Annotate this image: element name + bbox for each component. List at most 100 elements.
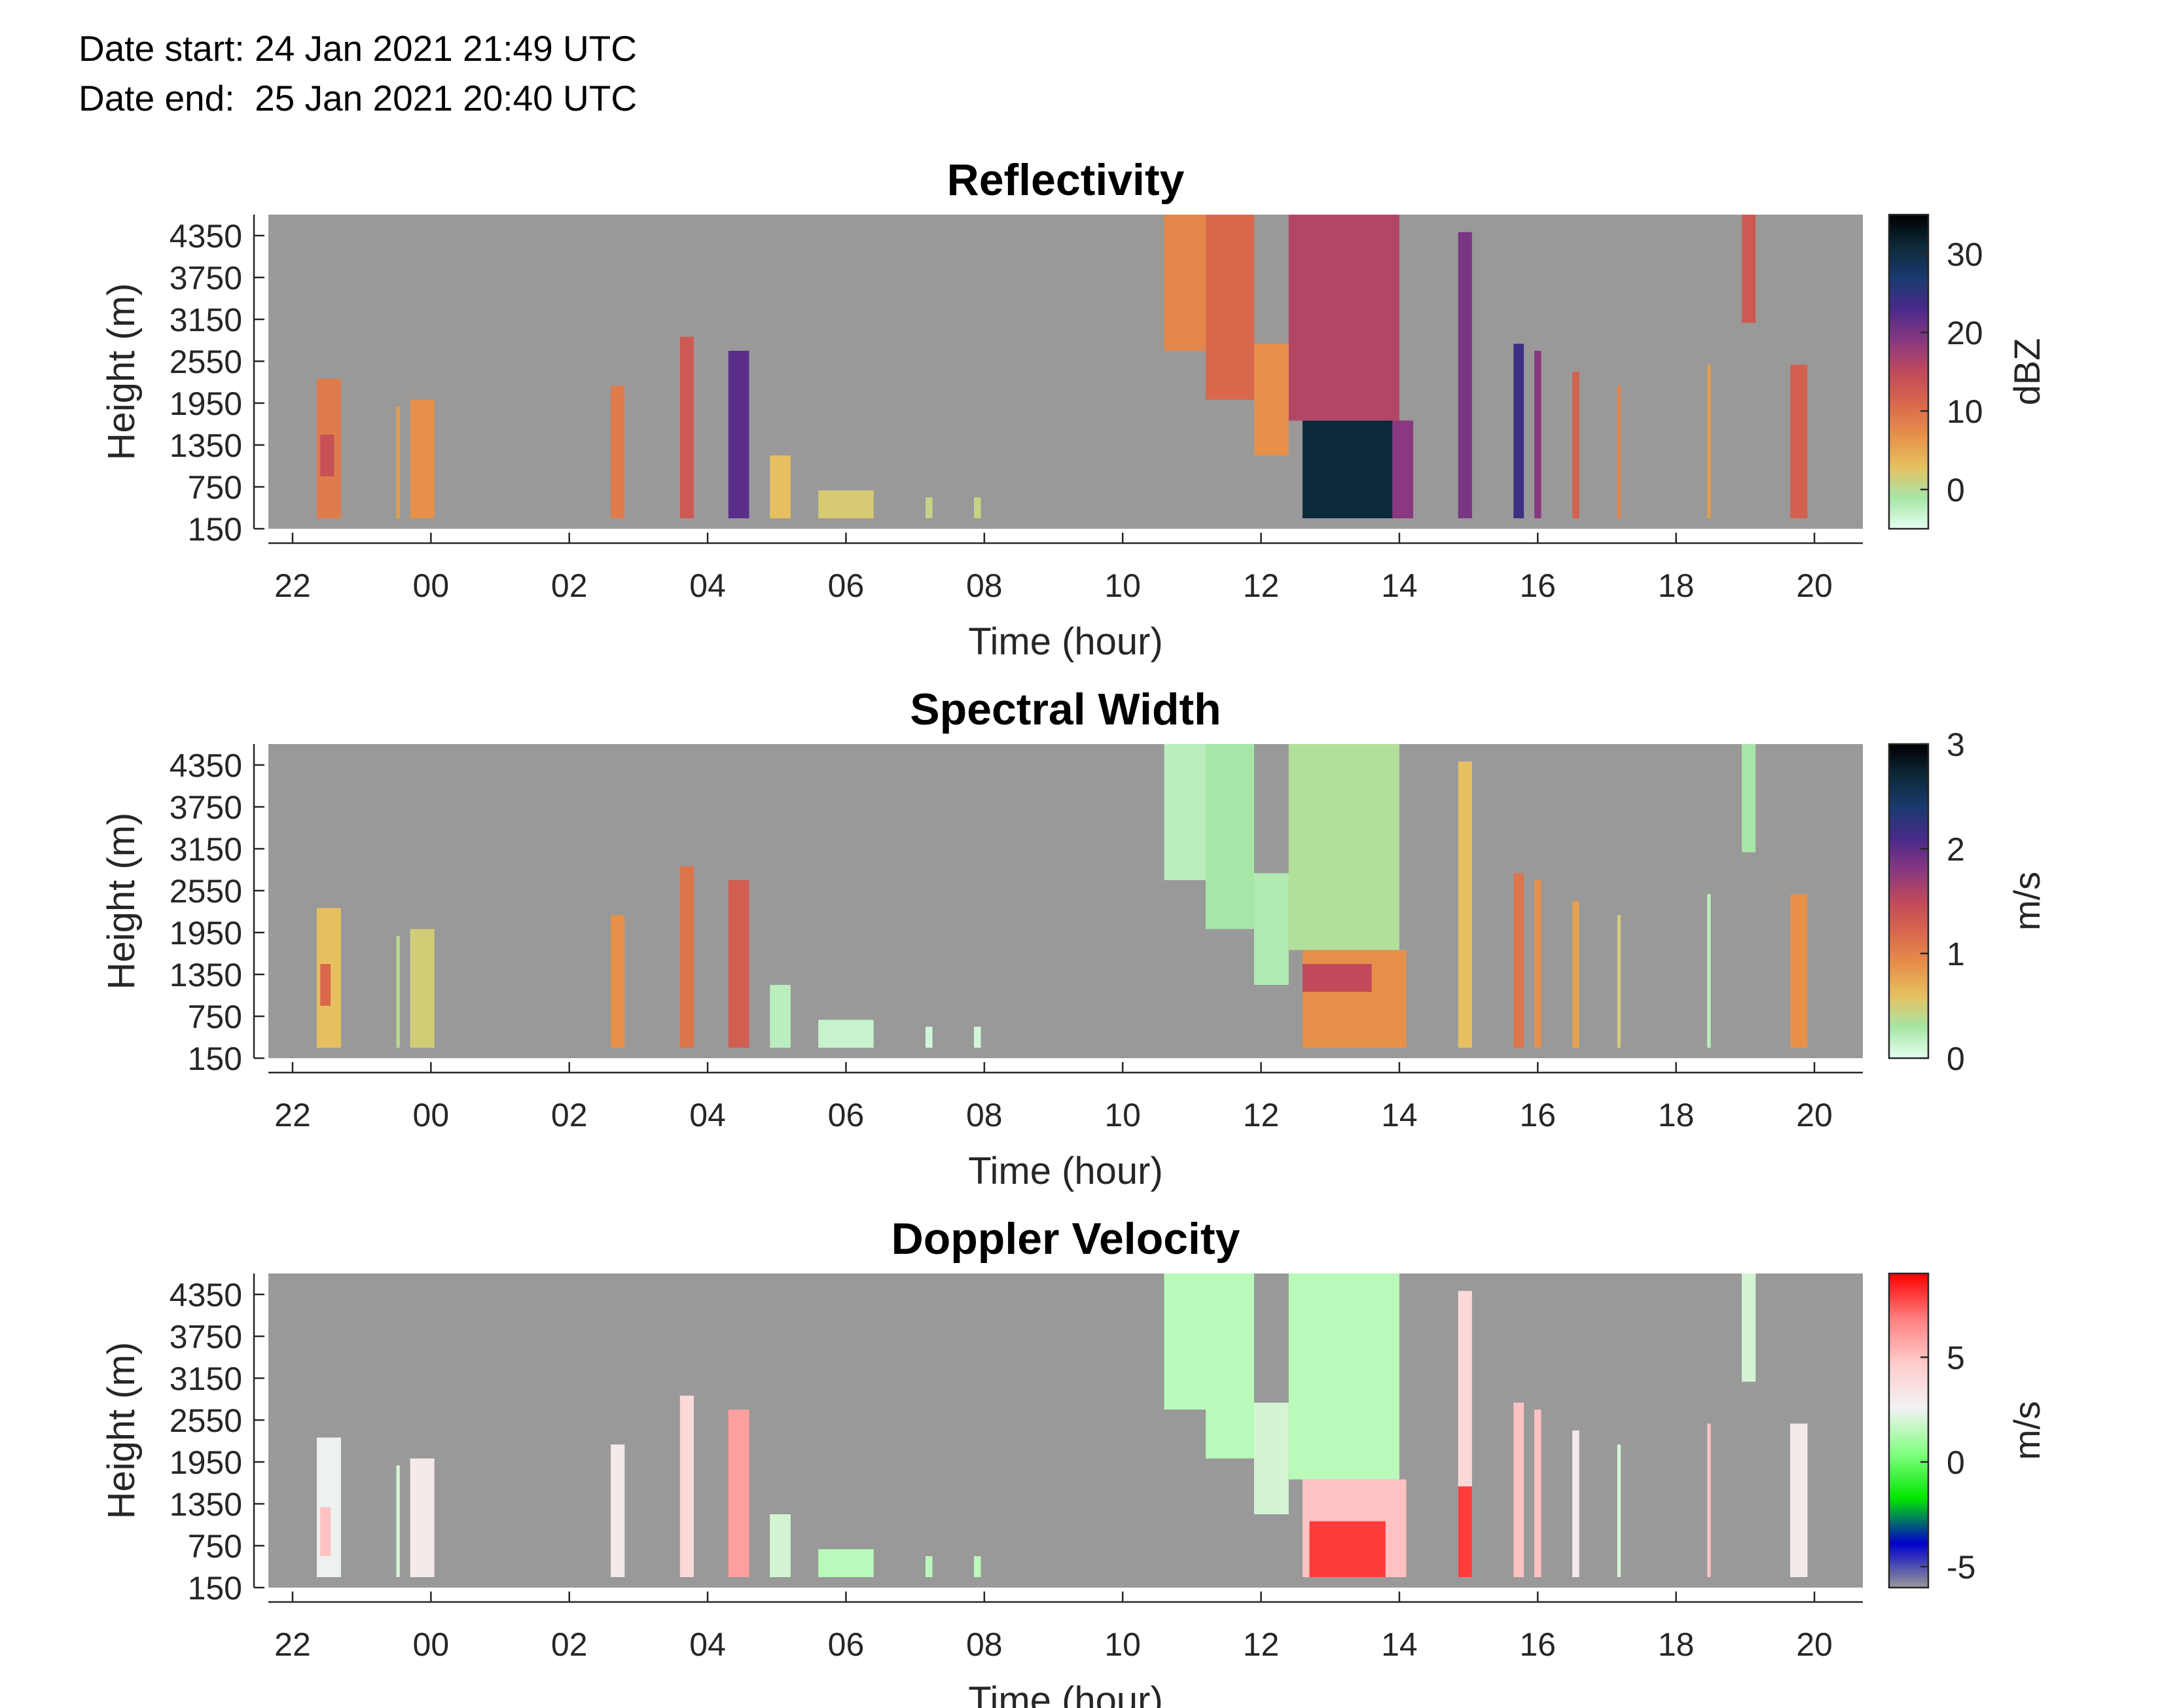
colorbar-step	[1889, 408, 1928, 412]
colorbar-step	[1889, 778, 1928, 781]
colorbar-step	[1889, 382, 1928, 385]
colorbar-step	[1889, 1344, 1928, 1347]
x-tick-label: 10	[1104, 567, 1141, 604]
data-cell	[1534, 1410, 1541, 1577]
y-axis-label: Height (m)	[100, 283, 143, 461]
colorbar-step	[1889, 870, 1928, 873]
colorbar-step	[1889, 995, 1928, 999]
colorbar-step	[1889, 977, 1928, 980]
y-tick-label: 4350	[170, 747, 242, 784]
colorbar-tick-label: 30	[1947, 236, 1983, 273]
x-tick-label: 04	[689, 1097, 726, 1133]
data-cell	[1458, 1486, 1472, 1577]
colorbar-step	[1889, 1326, 1928, 1329]
colorbar-step	[1889, 1462, 1928, 1465]
colorbar-step	[1889, 463, 1928, 467]
colorbar-step	[1889, 951, 1928, 954]
colorbar-step	[1889, 909, 1928, 912]
x-tick-label: 12	[1243, 1097, 1280, 1133]
colorbar-step	[1889, 1540, 1928, 1544]
colorbar-step	[1889, 503, 1928, 506]
data-cell	[1164, 215, 1206, 351]
data-cell	[1206, 744, 1254, 929]
colorbar-step	[1889, 243, 1928, 247]
colorbar-step	[1889, 1407, 1928, 1410]
colorbar-step	[1889, 1431, 1928, 1434]
colorbar-step	[1889, 1318, 1928, 1321]
y-tick-label: 150	[188, 1041, 242, 1077]
colorbar-step	[1889, 1512, 1928, 1515]
x-tick-label: 10	[1104, 1097, 1141, 1133]
colorbar-step	[1889, 1037, 1928, 1041]
colorbar-tick-label: 0	[1947, 1041, 1965, 1077]
colorbar-label: m/s	[2006, 872, 2047, 931]
colorbar-step	[1889, 1008, 1928, 1012]
colorbar-step	[1889, 380, 1928, 383]
colorbar-step	[1889, 442, 1928, 446]
colorbar-step	[1889, 301, 1928, 304]
date-end-line: Date end: 25 Jan 2021 20:40 UTC	[79, 73, 637, 123]
colorbar-step	[1889, 799, 1928, 802]
x-tick-label: 06	[828, 567, 865, 604]
data-cell	[770, 985, 791, 1048]
colorbar: 0 10 20 30 dBZ	[1888, 213, 2047, 530]
colorbar-step	[1889, 794, 1928, 797]
colorbar-step	[1889, 469, 1928, 472]
x-tick-label: 16	[1519, 1097, 1556, 1133]
colorbar-step	[1889, 833, 1928, 836]
colorbar-step	[1889, 277, 1928, 281]
colorbar-step	[1889, 919, 1928, 923]
colorbar-step	[1889, 1514, 1928, 1518]
colorbar-step	[1889, 251, 1928, 255]
data-cell	[1572, 901, 1579, 1048]
colorbar-step	[1889, 1050, 1928, 1054]
colorbar-step	[1889, 435, 1928, 438]
colorbar-step	[1889, 1024, 1928, 1027]
data-cell	[611, 385, 625, 518]
colorbar-step	[1889, 264, 1928, 268]
y-tick-label: 1350	[170, 957, 242, 993]
colorbar-step	[1889, 1006, 1928, 1009]
colorbar-step	[1889, 946, 1928, 949]
colorbar-step	[1889, 1467, 1928, 1470]
plot-background	[268, 1273, 1863, 1588]
colorbar-step	[1889, 1391, 1928, 1395]
colorbar-step	[1889, 225, 1928, 228]
colorbar-step	[1889, 1446, 1928, 1450]
colorbar-step	[1889, 1273, 1928, 1277]
colorbar-step	[1889, 327, 1928, 330]
colorbar-step	[1889, 1339, 1928, 1342]
data-cell	[770, 455, 791, 518]
colorbar-step	[1889, 356, 1928, 359]
colorbar-step	[1889, 1399, 1928, 1402]
colorbar-step	[1889, 1428, 1928, 1431]
colorbar-step	[1889, 1336, 1928, 1340]
colorbar-step	[1889, 1284, 1928, 1287]
colorbar-step	[1889, 1457, 1928, 1460]
colorbar-step	[1889, 773, 1928, 776]
colorbar-step	[1889, 1022, 1928, 1025]
colorbar-tick-label: -5	[1947, 1549, 1975, 1586]
x-tick-label: 14	[1381, 567, 1418, 604]
data-cell	[1742, 215, 1756, 323]
colorbar-step	[1889, 864, 1928, 868]
colorbar-step	[1889, 844, 1928, 847]
colorbar-step	[1889, 1438, 1928, 1442]
colorbar-step	[1889, 262, 1928, 265]
colorbar-step	[1889, 1016, 1928, 1020]
colorbar-step	[1889, 846, 1928, 849]
colorbar-step	[1889, 922, 1928, 925]
colorbar-step	[1889, 267, 1928, 270]
colorbar-tick-label: 3	[1947, 726, 1965, 763]
colorbar-step	[1889, 857, 1928, 860]
data-cell	[1534, 351, 1541, 518]
colorbar-step	[1889, 283, 1928, 286]
colorbar-step	[1889, 492, 1928, 495]
colorbar-step	[1889, 458, 1928, 461]
plot-background	[268, 744, 1863, 1058]
data-cell	[818, 490, 874, 518]
colorbar-step	[1889, 807, 1928, 810]
x-tick-label: 00	[413, 1097, 450, 1133]
colorbar-step	[1889, 217, 1928, 221]
colorbar-tick-label: 10	[1947, 393, 1983, 430]
